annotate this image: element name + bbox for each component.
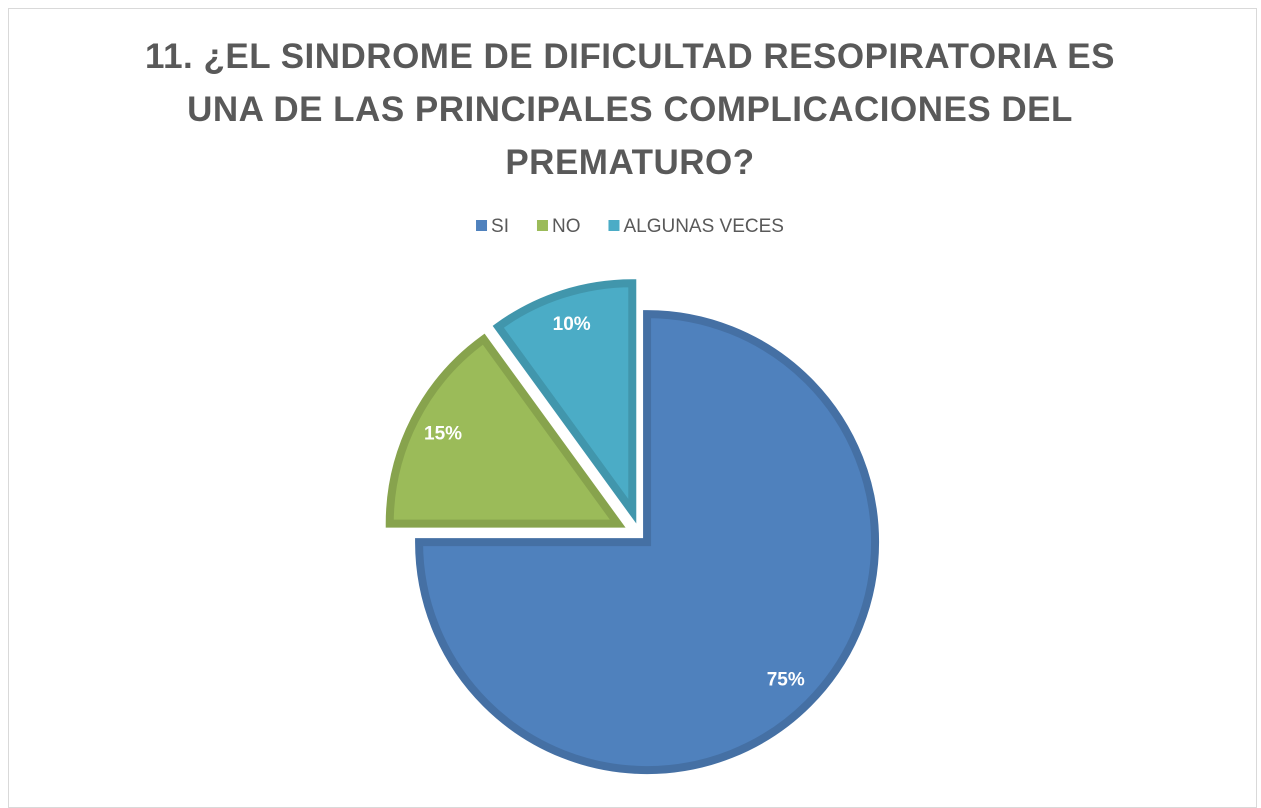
pie-slice bbox=[492, 279, 637, 524]
legend-swatch bbox=[536, 220, 548, 231]
legend-swatch bbox=[608, 220, 620, 231]
legend-label: SI bbox=[491, 216, 509, 237]
pie-slice bbox=[385, 333, 626, 528]
chart-title: 11. ¿EL SINDROME DE DIFICULTAD RESOPIRAT… bbox=[145, 37, 1115, 182]
data-label: 15% bbox=[424, 424, 462, 445]
legend-label: ALGUNAS VECES bbox=[623, 216, 784, 237]
legend-swatch bbox=[476, 220, 488, 231]
data-label: 10% bbox=[553, 314, 591, 335]
legend-label: NO bbox=[552, 216, 581, 237]
data-label: 75% bbox=[767, 670, 805, 691]
pie-slice bbox=[415, 310, 880, 775]
